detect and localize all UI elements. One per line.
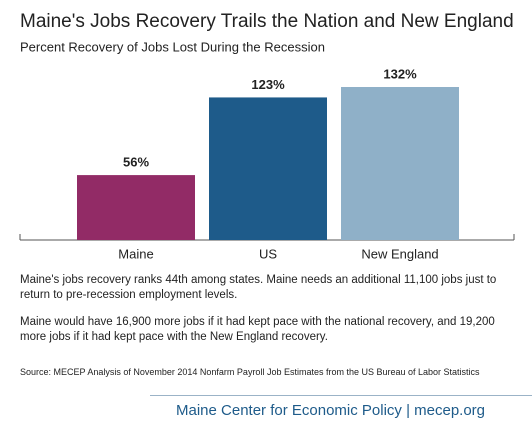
source: Source: MECEP Analysis of November 2014 … bbox=[20, 367, 480, 377]
value-label: 123% bbox=[251, 77, 285, 92]
chart: Maine's Jobs Recovery Trails the Nation … bbox=[19, 11, 515, 261]
bar bbox=[209, 97, 327, 240]
note: Maine would have 16,900 more jobs if it … bbox=[20, 316, 495, 343]
chart-title: Maine's Jobs Recovery Trails the Nation … bbox=[20, 11, 514, 32]
chart-subtitle: Percent Recovery of Jobs Lost During the… bbox=[20, 39, 325, 54]
x-tick-label: Maine bbox=[118, 246, 153, 261]
bar bbox=[341, 87, 459, 240]
note: Maine's jobs recovery ranks 44th among s… bbox=[20, 274, 497, 301]
x-tick-label: New England bbox=[361, 246, 438, 261]
value-label: 132% bbox=[383, 66, 417, 81]
footer-rule bbox=[150, 395, 532, 396]
bar bbox=[77, 175, 195, 240]
value-label: 56% bbox=[123, 155, 149, 170]
x-tick-label: US bbox=[259, 246, 277, 261]
footer: Maine Center for Economic Policy | mecep… bbox=[176, 402, 486, 419]
